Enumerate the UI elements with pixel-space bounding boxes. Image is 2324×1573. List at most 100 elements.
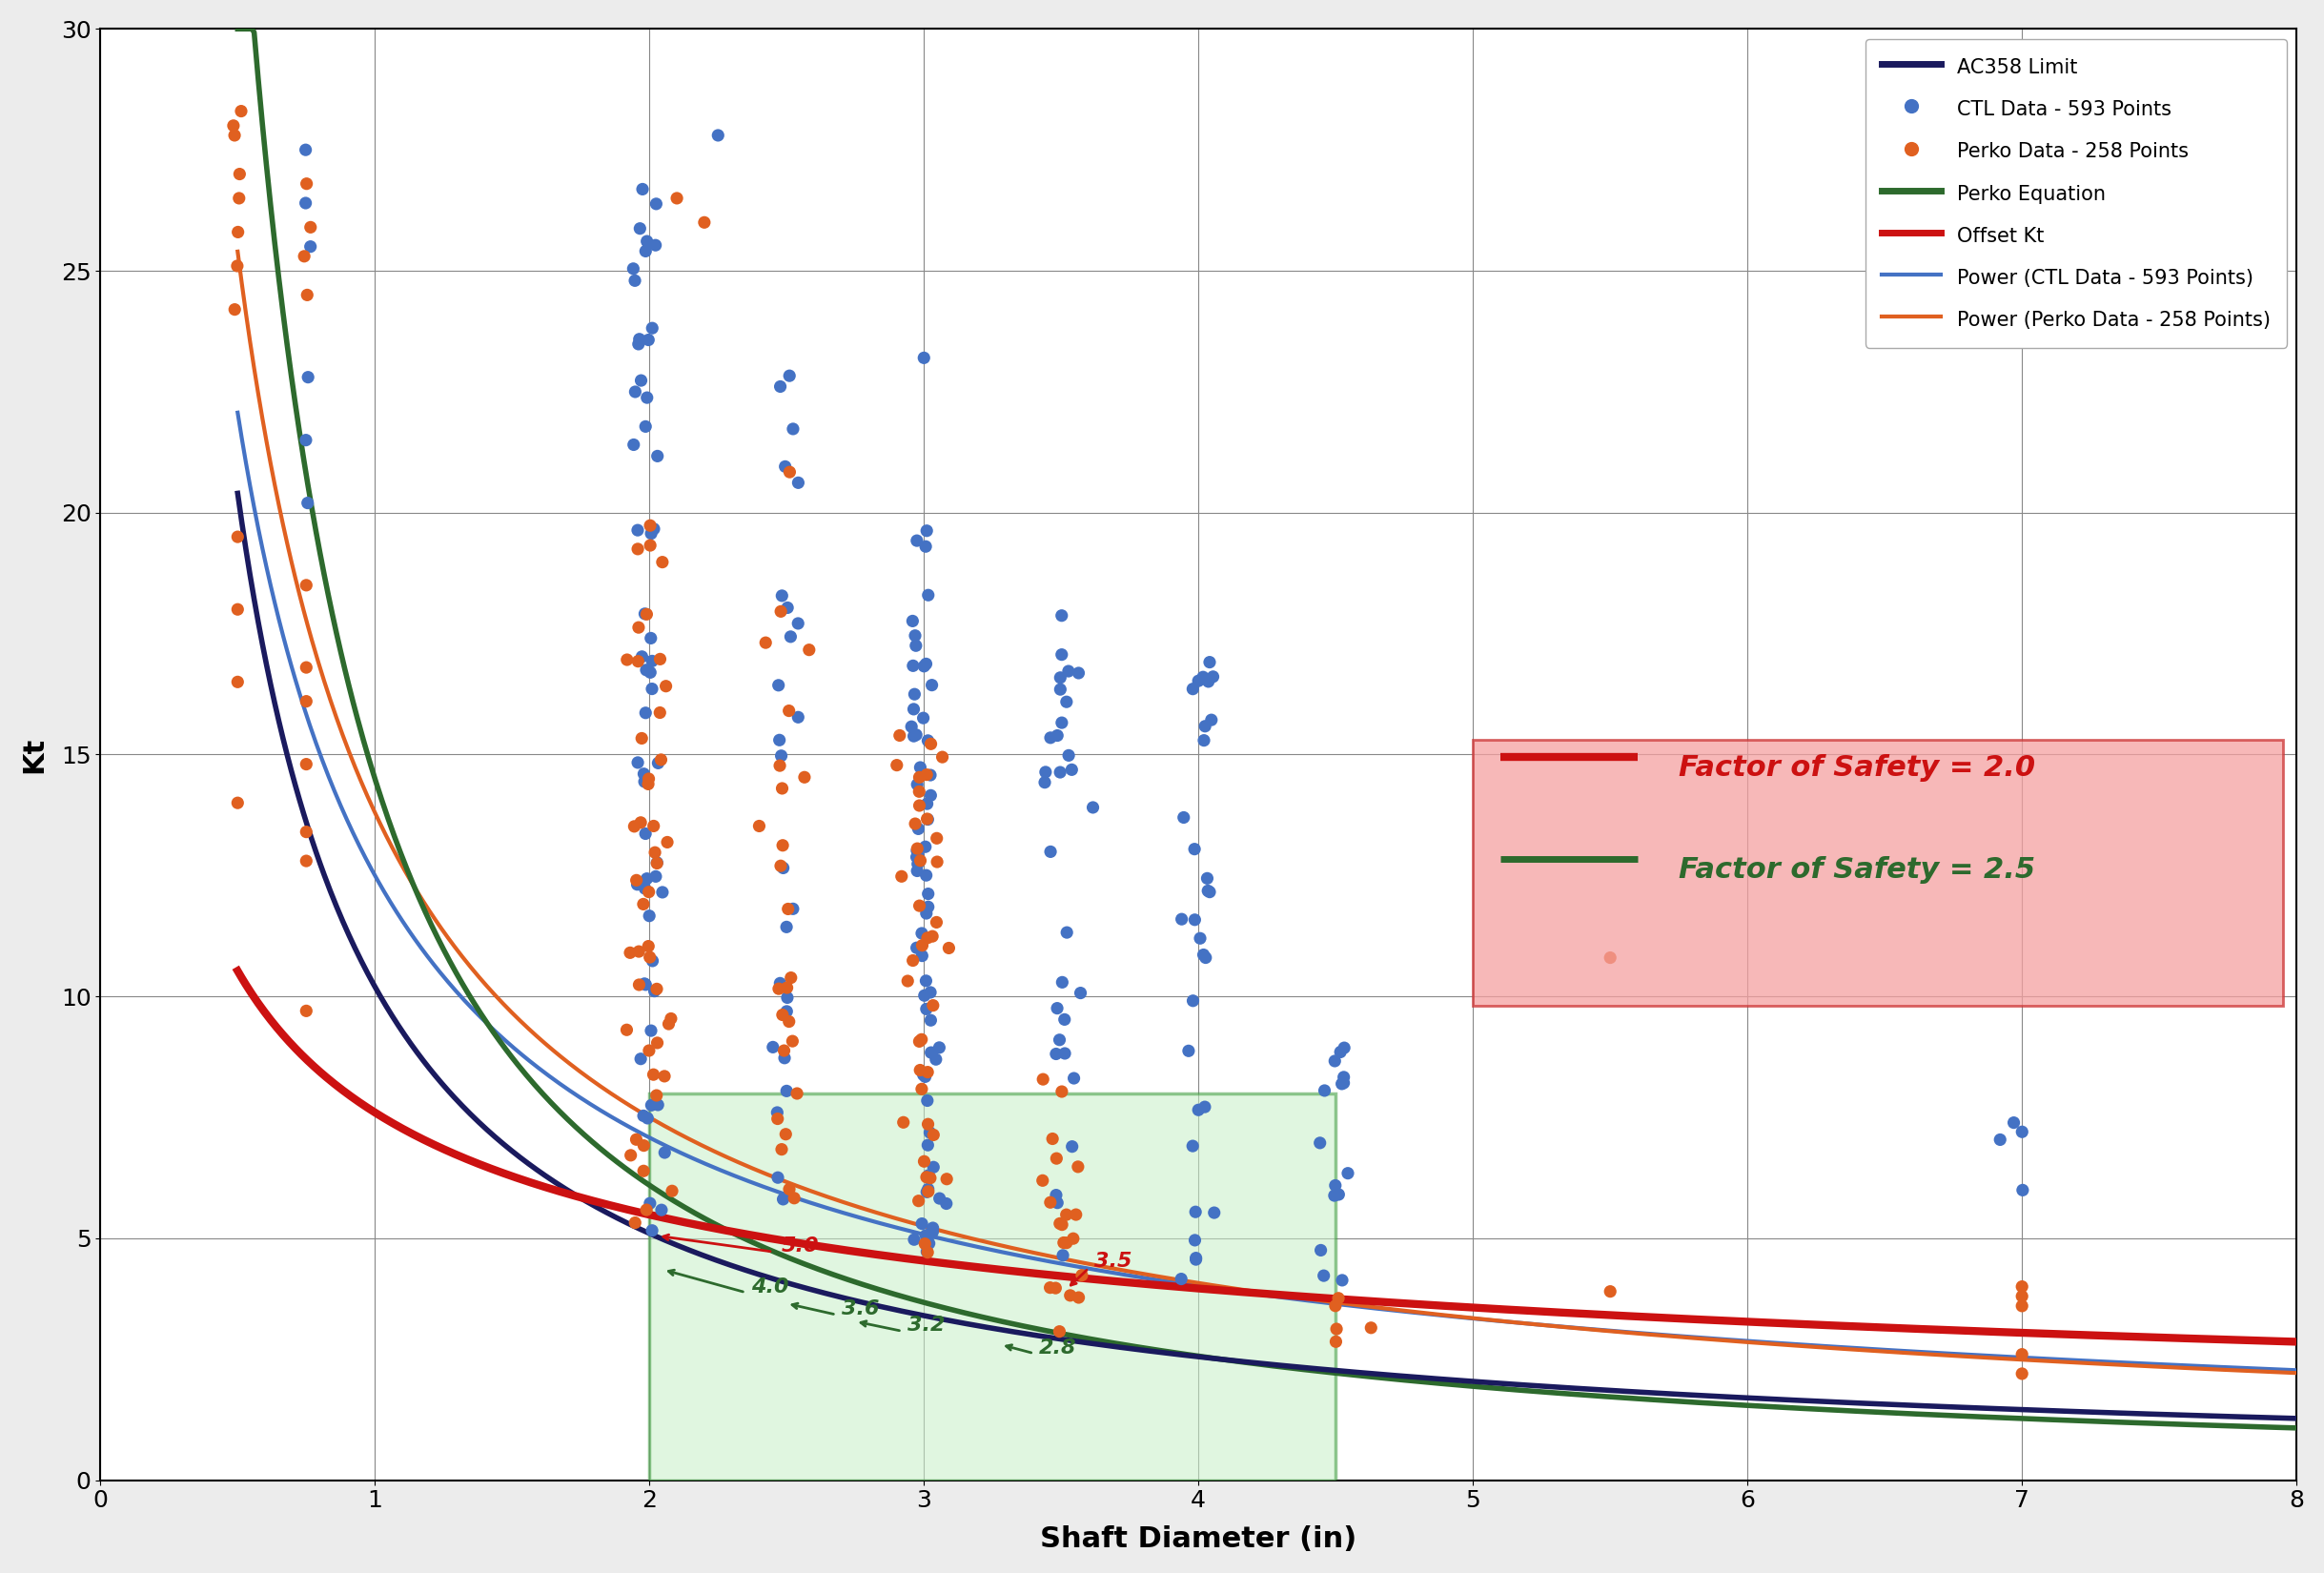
Perko Data - 258 Points [214,113,251,138]
Perko Data - 258 Points [2003,1361,2040,1386]
Perko Equation [1638,1391,1666,1409]
Perko Data - 258 Points [890,969,927,994]
Perko Data - 258 Points [927,1167,964,1192]
CTL Data - 593 Points [1041,760,1078,785]
CTL Data - 593 Points [902,755,939,780]
Perko Data - 258 Points [746,631,783,656]
Line: Power (Perko Data - 258 Points): Power (Perko Data - 258 Points) [237,252,2296,1373]
Line: Offset Kt: Offset Kt [237,971,2296,1342]
CTL Data - 593 Points [1181,669,1218,694]
Perko Data - 258 Points [1592,945,1629,971]
Perko Data - 258 Points [1060,1285,1097,1310]
CTL Data - 593 Points [637,978,674,1004]
Perko Data - 258 Points [1064,1263,1102,1288]
Perko Data - 258 Points [288,820,325,845]
CTL Data - 593 Points [646,1140,683,1166]
Power (CTL Data - 593 Points) [435,972,462,991]
CTL Data - 593 Points [909,582,946,607]
CTL Data - 593 Points [639,849,676,875]
Perko Data - 258 Points [1055,1225,1092,1251]
Perko Data - 258 Points [904,933,941,958]
CTL Data - 593 Points [909,807,946,832]
CTL Data - 593 Points [1176,908,1213,933]
Perko Data - 258 Points [930,936,967,961]
Perko Data - 258 Points [1046,1230,1083,1255]
Offset Kt [1866,1318,1894,1337]
Perko Data - 258 Points [286,244,323,269]
CTL Data - 593 Points [1996,1111,2034,1136]
Perko Equation [435,949,462,967]
Perko Data - 258 Points [1318,1293,1355,1318]
CTL Data - 593 Points [639,1092,676,1117]
CTL Data - 593 Points [909,1180,946,1205]
Perko Data - 258 Points [651,1011,688,1037]
Perko Data - 258 Points [909,761,946,786]
CTL Data - 593 Points [916,1155,953,1180]
Perko Data - 258 Points [288,573,325,598]
Y-axis label: Kt: Kt [21,736,46,772]
Perko Data - 258 Points [772,1008,809,1033]
CTL Data - 593 Points [616,267,653,293]
CTL Data - 593 Points [920,1186,957,1211]
Perko Data - 258 Points [902,779,939,804]
Perko Data - 258 Points [216,123,253,148]
Perko Data - 258 Points [909,925,946,950]
Perko Equation [1866,1403,1894,1422]
Perko Data - 258 Points [288,689,325,714]
Perko Data - 258 Points [760,977,797,1002]
Perko Data - 258 Points [909,1164,946,1189]
Perko Data - 258 Points [216,297,253,322]
CTL Data - 593 Points [913,673,951,698]
CTL Data - 593 Points [1169,1038,1206,1063]
Perko Data - 258 Points [648,673,686,698]
Perko Data - 258 Points [632,533,669,558]
CTL Data - 593 Points [630,903,667,928]
Perko Data - 258 Points [288,848,325,873]
Perko Data - 258 Points [632,945,669,971]
Perko Data - 258 Points [765,832,802,857]
CTL Data - 593 Points [632,1191,669,1216]
CTL Data - 593 Points [637,864,674,889]
CTL Data - 593 Points [760,673,797,698]
CTL Data - 593 Points [1181,926,1218,952]
Perko Data - 258 Points [293,214,330,239]
CTL Data - 593 Points [1192,708,1229,733]
Bar [1473,739,2282,1007]
CTL Data - 593 Points [1041,1027,1078,1052]
Perko Data - 258 Points [902,1057,939,1082]
CTL Data - 593 Points [614,256,651,282]
CTL Data - 593 Points [779,470,816,495]
CTL Data - 593 Points [634,1218,672,1243]
Power (CTL Data - 593 Points) [223,403,251,422]
Perko Data - 258 Points [906,1148,944,1173]
CTL Data - 593 Points [1315,1049,1353,1074]
Line: Power (CTL Data - 593 Points): Power (CTL Data - 593 Points) [237,412,2296,1370]
CTL Data - 593 Points [1178,1246,1215,1271]
CTL Data - 593 Points [623,368,660,393]
CTL Data - 593 Points [1174,1134,1211,1159]
CTL Data - 593 Points [625,601,662,626]
CTL Data - 593 Points [1039,996,1076,1021]
CTL Data - 593 Points [909,1177,946,1202]
Perko Data - 258 Points [1053,1284,1090,1309]
Perko Data - 258 Points [288,752,325,777]
CTL Data - 593 Points [909,1089,946,1114]
CTL Data - 593 Points [909,1240,946,1265]
Perko Data - 258 Points [760,1106,797,1131]
CTL Data - 593 Points [1185,664,1222,689]
CTL Data - 593 Points [1982,1128,2020,1153]
Perko Data - 258 Points [644,549,681,574]
Power (CTL Data - 593 Points) [1638,1324,1666,1343]
CTL Data - 593 Points [897,936,934,961]
CTL Data - 593 Points [625,769,662,794]
CTL Data - 593 Points [627,414,665,439]
CTL Data - 593 Points [621,332,658,357]
Text: 3.6: 3.6 [841,1299,878,1318]
Perko Data - 258 Points [621,972,658,997]
CTL Data - 593 Points [634,676,672,702]
CTL Data - 593 Points [1185,728,1222,753]
Perko Data - 258 Points [218,220,256,245]
CTL Data - 593 Points [1188,945,1225,971]
Perko Data - 258 Points [1318,1329,1355,1354]
CTL Data - 593 Points [1041,676,1078,702]
